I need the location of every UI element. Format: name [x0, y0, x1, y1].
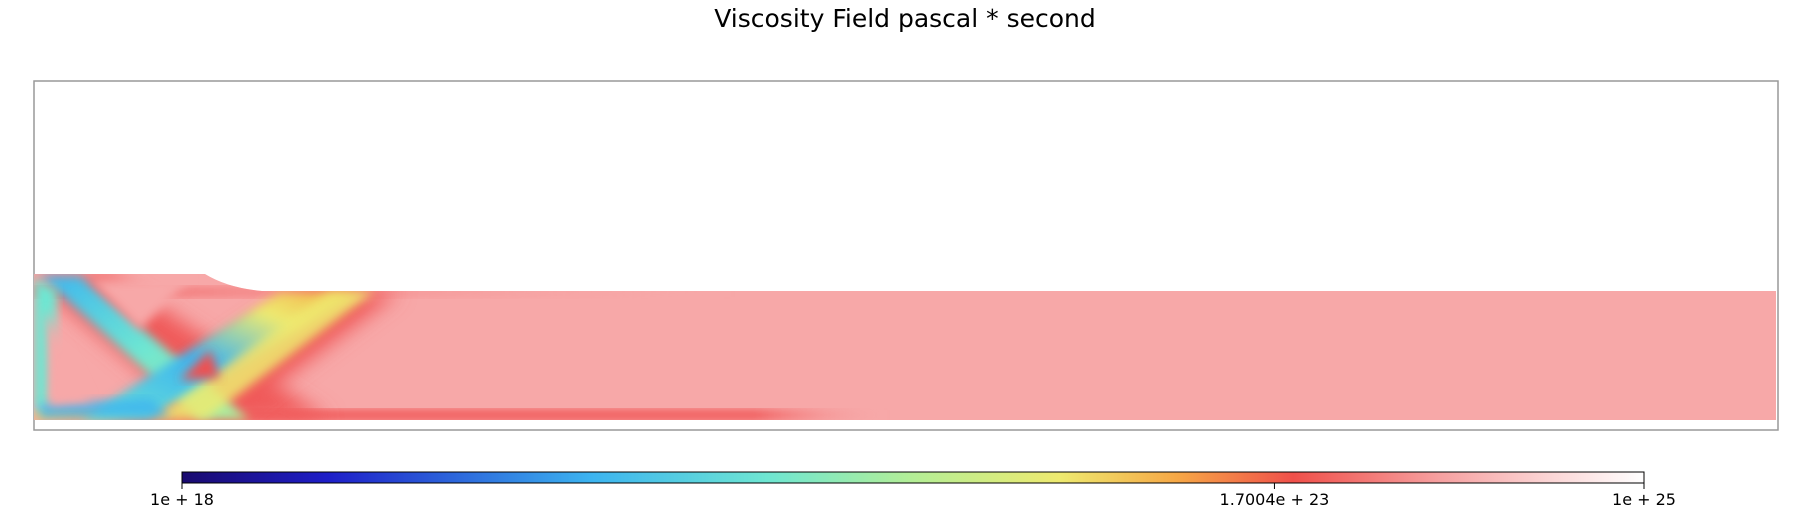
- colorbar: [181, 471, 1645, 484]
- shear-band-c: [150, 291, 375, 420]
- colorbar-ticks: 1e + 18 1.7004e + 23 1e + 25: [150, 483, 1676, 509]
- left-boundary-band: [34, 278, 58, 412]
- triangle-region-upper: [90, 279, 190, 330]
- chart-title: Viscosity Field pascal * second: [714, 4, 1096, 33]
- viscosity-field: [34, 274, 1776, 420]
- hotspot-region: [180, 350, 220, 380]
- field-bottom-layer: [34, 410, 884, 420]
- colorbar-tick-label: 1.7004e + 23: [1220, 490, 1330, 509]
- lower-left-band: [40, 398, 170, 418]
- colorbar-tick-label: 1e + 18: [150, 490, 214, 509]
- colorbar-tick-label: 1e + 25: [1612, 490, 1676, 509]
- triangle-region-left: [46, 310, 90, 404]
